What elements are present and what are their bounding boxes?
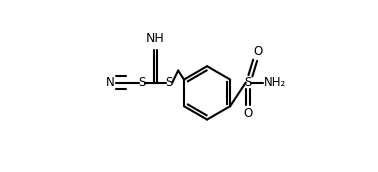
Text: O: O: [244, 107, 253, 120]
Text: N: N: [106, 76, 115, 89]
Text: S: S: [138, 76, 146, 89]
Text: NH₂: NH₂: [264, 76, 286, 89]
Text: S: S: [166, 76, 173, 89]
Text: NH: NH: [146, 32, 165, 45]
Text: O: O: [253, 45, 262, 58]
Text: S: S: [245, 76, 252, 89]
